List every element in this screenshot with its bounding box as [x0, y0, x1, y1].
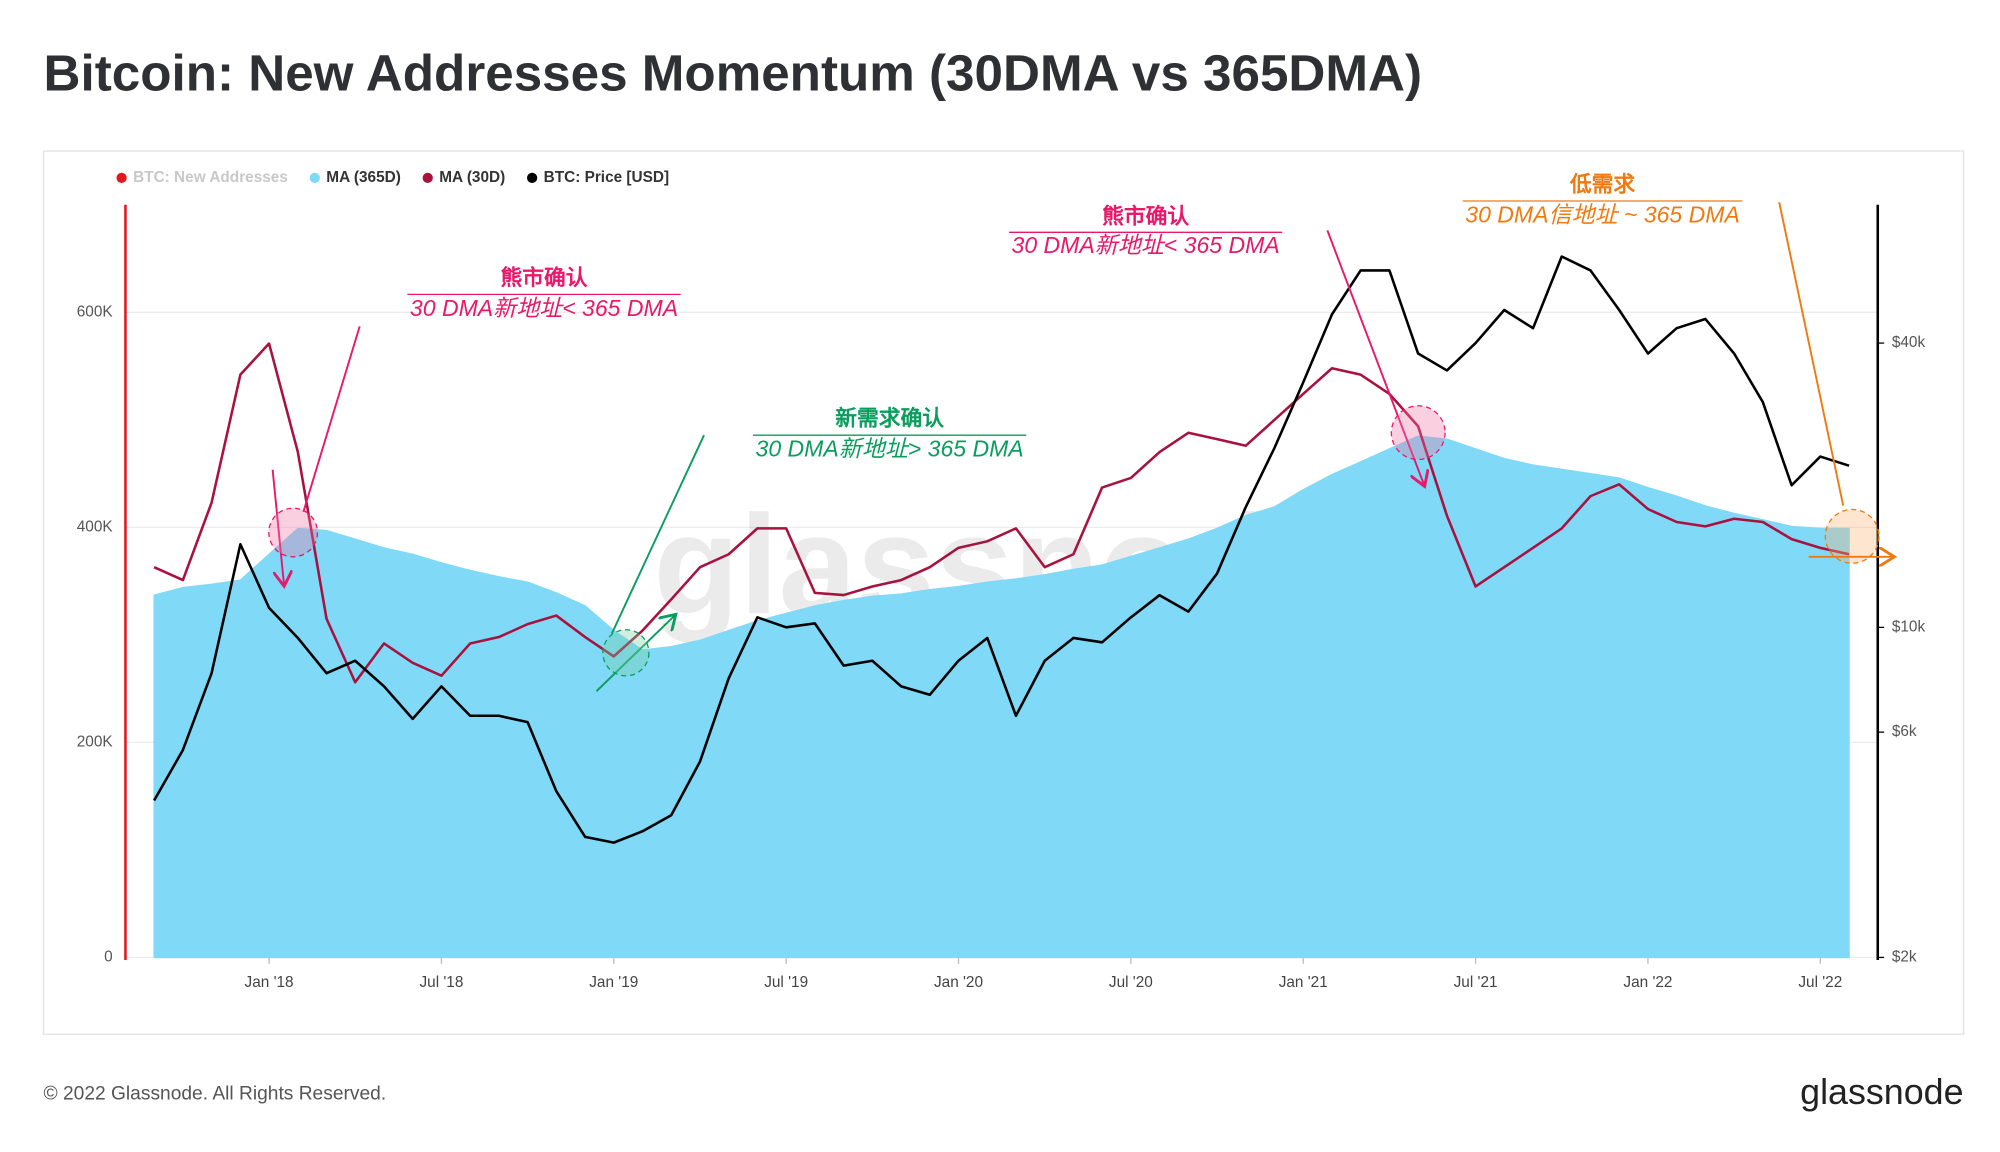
x-tick-label: Jul '21 — [1454, 974, 1498, 991]
legend-marker — [116, 172, 127, 184]
footer: © 2022 Glassnode. All Rights Reserved. — [44, 1083, 387, 1104]
annotation-text: 30 DMA信地址 ~ 365 DMA — [1465, 201, 1740, 227]
annotation-arrow — [1326, 230, 1424, 486]
brand-logo: glassnode — [1800, 1072, 1963, 1112]
legend-marker — [309, 172, 320, 184]
y-tick-label: 0 — [104, 949, 113, 966]
annotation-arrow — [302, 326, 361, 513]
annotation-circle — [1390, 405, 1446, 461]
legend-marker — [527, 172, 538, 184]
annotation-layer — [268, 202, 1895, 692]
x-tick-label: Jul '18 — [419, 974, 463, 991]
annotation-title: 低需求 — [1569, 171, 1635, 196]
annotation-circle — [602, 629, 650, 677]
legend-label: MA (365D) — [326, 169, 401, 186]
annotation-arrow — [271, 469, 285, 586]
legend-label: MA (30D) — [439, 169, 505, 186]
annotation-circle — [268, 507, 319, 558]
annotation-circle — [1824, 508, 1880, 564]
annotation-text: 30 DMA新地址< 365 DMA — [1012, 232, 1280, 258]
y2-tick-label: $6k — [1892, 723, 1917, 740]
y2-tick-label: $10k — [1892, 618, 1926, 635]
x-tick-label: Jan '20 — [934, 974, 983, 991]
annotation-title: 熊市确认 — [501, 265, 588, 290]
annotation-arrow — [595, 614, 675, 692]
legend-label: BTC: New Addresses — [133, 169, 288, 186]
chart-title: Bitcoin: New Addresses Momentum (30DMA v… — [44, 44, 1423, 101]
y-tick-label: 200K — [77, 733, 114, 750]
annotation-arrow — [1778, 202, 1845, 506]
annotation-title: 新需求确认 — [835, 406, 944, 431]
x-tick-label: Jan '18 — [245, 974, 294, 991]
line-series — [153, 342, 1850, 684]
x-tick-label: Jul '22 — [1798, 974, 1842, 991]
y-tick-label: 600K — [77, 303, 114, 320]
y2-tick-label: $2k — [1892, 949, 1917, 966]
x-tick-label: Jul '20 — [1109, 974, 1153, 991]
x-tick-label: Jan '21 — [1279, 974, 1328, 991]
line-series — [152, 255, 1850, 844]
annotation-text: 30 DMA新地址< 365 DMA — [410, 295, 678, 321]
y-tick-label: 400K — [77, 518, 114, 535]
x-tick-label: Jul '19 — [764, 974, 808, 991]
annotation-title: 熊市确认 — [1102, 203, 1189, 228]
x-tick-label: Jan '19 — [589, 974, 638, 991]
annotation-text: 30 DMA新地址> 365 DMA — [756, 436, 1024, 462]
plot-area: 0 200K 400K 600K $2k $6k $10k $40k Jan '18 Jul '1… — [77, 169, 1926, 991]
annotation-arrow — [610, 434, 705, 635]
x-tick-label: Jan '22 — [1623, 974, 1672, 991]
y2-tick-label: $40k — [1892, 334, 1926, 351]
legend-marker — [422, 172, 433, 184]
legend-label: BTC: Price [USD] — [544, 169, 669, 186]
